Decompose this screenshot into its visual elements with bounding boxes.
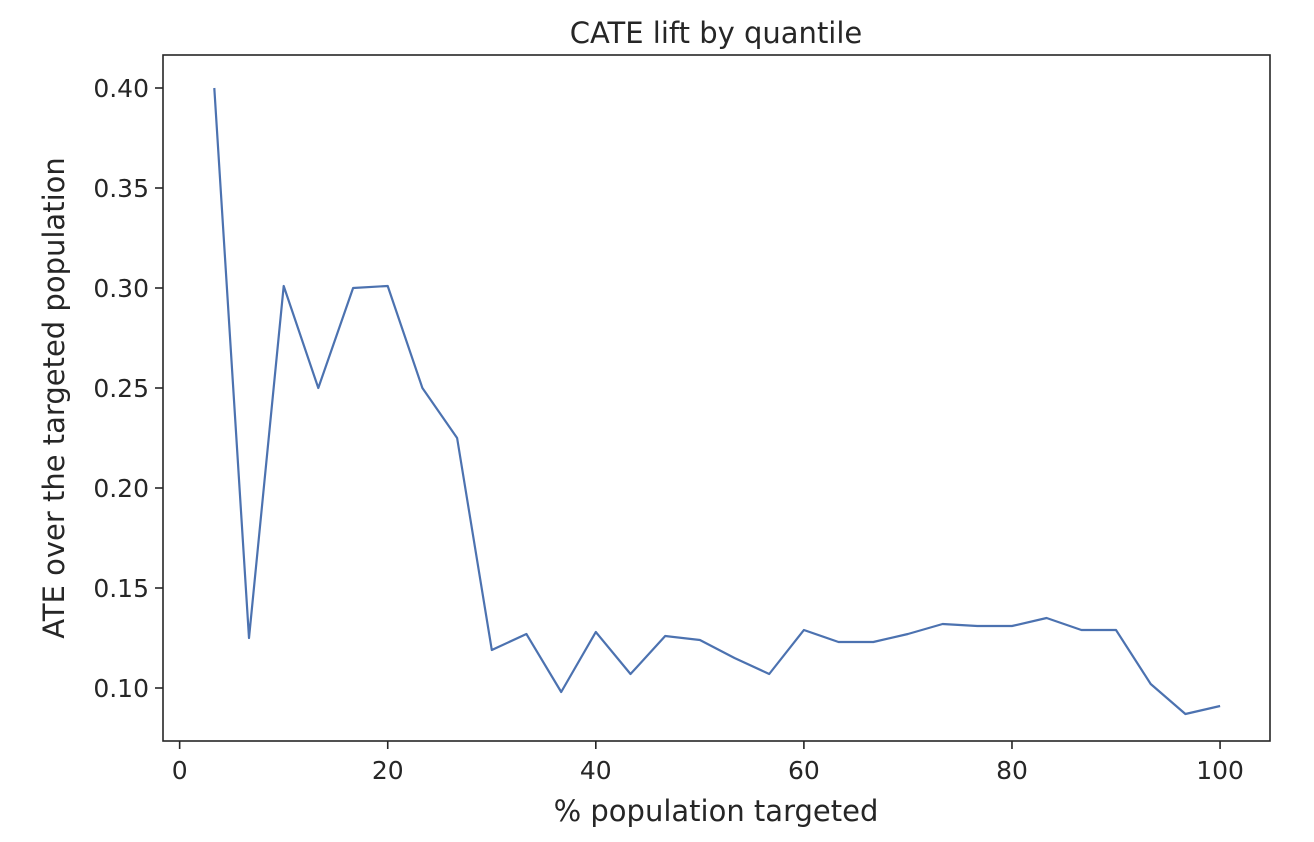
x-axis: 0 20 40 60 80 100 bbox=[172, 741, 1244, 785]
x-tick-label: 80 bbox=[996, 756, 1028, 785]
x-tick-label: 40 bbox=[580, 756, 612, 785]
plot-frame bbox=[162, 54, 1271, 742]
x-tick-label: 60 bbox=[788, 756, 820, 785]
y-tick-label: 0.35 bbox=[93, 174, 149, 203]
x-axis-label: % population targeted bbox=[554, 794, 879, 828]
y-tick-label: 0.10 bbox=[93, 674, 149, 703]
y-tick-label: 0.20 bbox=[93, 474, 149, 503]
y-axis-label: ATE over the targeted population bbox=[37, 157, 71, 639]
y-axis: 0.10 0.15 0.20 0.25 0.30 0.35 0.40 bbox=[93, 74, 163, 703]
y-tick-label: 0.25 bbox=[93, 374, 149, 403]
y-tick-label: 0.15 bbox=[93, 574, 149, 603]
y-tick-label: 0.30 bbox=[93, 274, 149, 303]
chart-title: CATE lift by quantile bbox=[570, 16, 863, 50]
x-tick-label: 100 bbox=[1196, 756, 1244, 785]
plot-area bbox=[162, 54, 1271, 742]
x-tick-label: 0 bbox=[172, 756, 188, 785]
series-line bbox=[213, 87, 1221, 716]
y-tick-label: 0.40 bbox=[93, 74, 149, 103]
x-tick-label: 20 bbox=[372, 756, 404, 785]
